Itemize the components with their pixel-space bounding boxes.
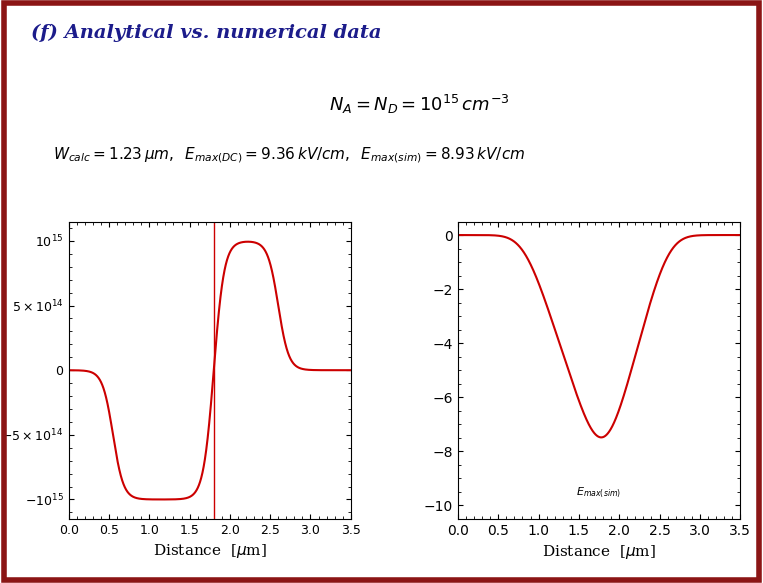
Text: $N_A = N_D = 10^{15}\,cm^{-3}$: $N_A = N_D = 10^{15}\,cm^{-3}$ bbox=[330, 93, 510, 117]
Text: $\mathit{E}_{max(sim)}$: $\mathit{E}_{max(sim)}$ bbox=[577, 486, 622, 500]
Text: $W_{calc} = 1.23\,\mu m,\;\; E_{max(DC)} = 9.36\,kV/cm,\;\; E_{max(sim)} = 8.93\: $W_{calc} = 1.23\,\mu m,\;\; E_{max(DC)}… bbox=[53, 146, 526, 166]
Text: (f) Analytical vs. numerical data: (f) Analytical vs. numerical data bbox=[31, 23, 381, 41]
X-axis label: Distance  [$\mu$m]: Distance [$\mu$m] bbox=[542, 543, 656, 561]
X-axis label: Distance  [$\mu$m]: Distance [$\mu$m] bbox=[153, 542, 267, 560]
